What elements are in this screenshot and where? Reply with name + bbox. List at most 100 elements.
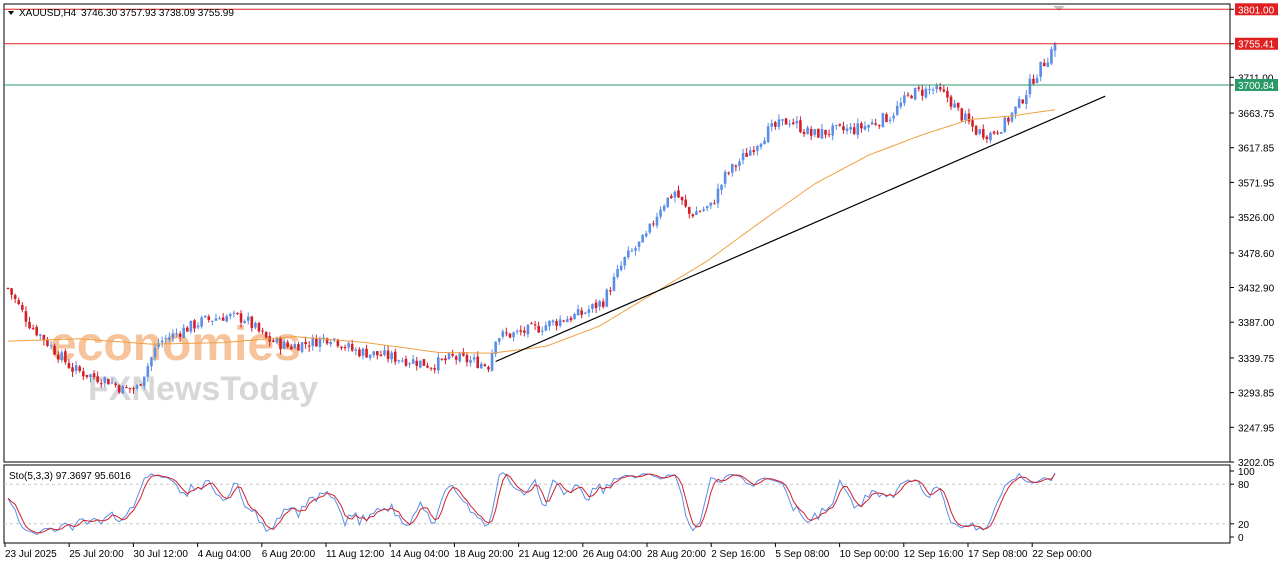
candle-body: [160, 340, 164, 343]
candle-body: [741, 153, 745, 161]
candle-body: [591, 303, 594, 309]
candle-body: [286, 342, 289, 347]
candle-body: [257, 322, 261, 332]
candle-body: [967, 113, 971, 122]
candle-body: [175, 333, 178, 335]
candle-body: [974, 126, 978, 135]
candle-body: [709, 202, 713, 206]
candle-body: [454, 356, 458, 360]
candle-body: [573, 314, 576, 320]
candle-body: [13, 295, 17, 299]
candle-body: [1039, 61, 1042, 77]
candle-body: [999, 132, 1003, 134]
price-tick-label: 3478.60: [1238, 249, 1275, 260]
candle-body: [1053, 43, 1057, 51]
candle-body: [279, 338, 282, 350]
candle-body: [483, 364, 487, 367]
candle-body: [239, 313, 243, 323]
time-tick-label: 22 Sep 00:00: [1032, 549, 1092, 560]
candle-body: [791, 122, 795, 124]
candle-body: [677, 190, 680, 198]
candle-body: [899, 102, 903, 107]
candle-body: [576, 309, 580, 316]
candle-body: [569, 317, 573, 321]
candle-body: [311, 337, 315, 346]
candle-body: [376, 351, 379, 356]
watermark-line1: economies: [50, 318, 301, 371]
candle-body: [1046, 62, 1050, 67]
candle-body: [960, 108, 964, 121]
candle-body: [221, 317, 225, 321]
candle-body: [494, 341, 497, 354]
candle-body: [655, 216, 659, 226]
candle-body: [770, 123, 774, 127]
shift-marker-icon[interactable]: [1053, 6, 1065, 11]
price-level-tag: [1235, 3, 1278, 16]
candle-body: [981, 129, 985, 138]
stoch-tick-label: 0: [1238, 533, 1244, 544]
candle-body: [641, 234, 644, 243]
candle-body: [408, 363, 411, 365]
candle-body: [942, 89, 946, 92]
candle-body: [282, 341, 286, 349]
candle-body: [49, 345, 53, 347]
candle-body: [881, 113, 885, 127]
candle-body: [695, 211, 698, 215]
candle-body: [185, 327, 189, 332]
candle-body: [74, 365, 78, 371]
candle-body: [480, 363, 483, 369]
candle-body: [297, 344, 300, 351]
time-tick-label: 2 Sep 16:00: [711, 549, 765, 560]
candle-body: [1014, 106, 1017, 114]
candle-body: [662, 205, 666, 211]
candle-body: [748, 150, 752, 156]
candle-body: [799, 120, 802, 133]
candle-body: [107, 378, 110, 385]
candle-body: [910, 95, 913, 99]
candle-body: [949, 96, 953, 107]
candle-body: [705, 206, 709, 209]
time-tick-label: 11 Aug 12:00: [326, 549, 385, 560]
candle-body: [867, 125, 870, 128]
candle-body: [924, 88, 928, 98]
stoch-k-line: [7, 472, 1056, 536]
candle-body: [1050, 49, 1053, 64]
candle-body: [379, 354, 383, 357]
candle-body: [178, 333, 182, 337]
candle-body: [397, 360, 401, 362]
price-tick-label: 3711.00: [1238, 73, 1274, 84]
collapse-arrow-icon[interactable]: [8, 11, 14, 15]
candle-body: [730, 164, 734, 173]
candle-body: [487, 367, 490, 370]
time-tick-label: 25 Jul 20:00: [69, 549, 124, 560]
candle-body: [698, 211, 702, 213]
candle-body: [139, 384, 142, 386]
candle-body: [146, 366, 150, 378]
candle-body: [630, 250, 634, 252]
candle-body: [189, 320, 193, 332]
time-tick-label: 6 Aug 20:00: [262, 549, 316, 560]
candle-body: [336, 339, 340, 347]
candle-body: [315, 337, 318, 347]
candle-body: [806, 127, 809, 135]
candle-body: [372, 351, 376, 356]
trendline: [495, 95, 1106, 363]
candle-body: [1003, 117, 1007, 132]
candle-body: [243, 321, 246, 323]
candle-body: [490, 352, 494, 371]
candle-body: [913, 87, 917, 100]
candle-body: [659, 209, 662, 217]
candle-body: [246, 316, 250, 321]
candle-layer: [6, 41, 1057, 395]
candle-body: [548, 320, 551, 327]
candle-body: [1035, 77, 1039, 83]
candle-body: [67, 363, 71, 369]
candle-body: [451, 353, 454, 356]
candle-body: [193, 320, 196, 329]
candle-body: [921, 89, 924, 96]
candle-body: [250, 316, 254, 328]
price-tick-label: 3432.90: [1238, 284, 1275, 295]
candle-body: [788, 123, 791, 125]
candle-body: [153, 348, 157, 358]
